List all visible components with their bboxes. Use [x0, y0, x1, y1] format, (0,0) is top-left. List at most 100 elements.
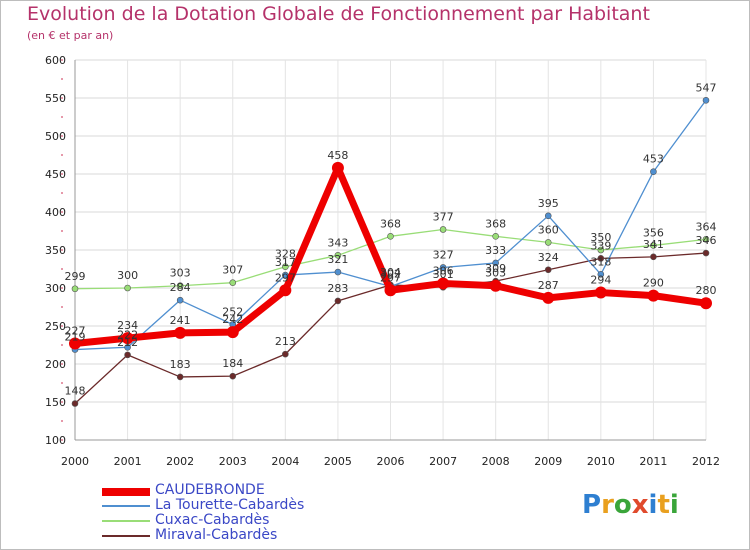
data-point: [492, 259, 499, 267]
x-tick-label: 2005: [324, 455, 352, 468]
data-label: 303: [170, 267, 191, 280]
data-point: [387, 233, 394, 240]
data-point: [650, 253, 657, 261]
x-tick-label: 2009: [534, 455, 562, 468]
x-tick-label: 2001: [114, 455, 142, 468]
logo-letter: t: [657, 490, 670, 520]
data-point: [384, 284, 397, 297]
legend-swatch: [102, 520, 150, 522]
data-label: 297: [275, 271, 296, 284]
data-point: [176, 282, 184, 290]
logo-letter: P: [582, 490, 602, 520]
x-tick-label: 2007: [429, 455, 457, 468]
data-point: [647, 289, 660, 302]
data-label: 300: [117, 269, 138, 282]
data-label: 219: [65, 331, 86, 344]
data-point: [176, 296, 184, 304]
legend-swatch: [102, 488, 150, 496]
data-point: [226, 326, 239, 339]
data-point: [124, 351, 131, 359]
data-label: 302: [380, 267, 401, 280]
data-point: [544, 239, 552, 246]
legend-swatch: [102, 535, 150, 537]
y-tick-label: 500: [45, 130, 66, 143]
data-label: 321: [327, 253, 348, 266]
data-point: [334, 268, 342, 276]
data-point: [702, 236, 710, 243]
y-tick-label: 200: [45, 358, 66, 371]
data-point: [492, 233, 499, 240]
y-tick-label: 300: [45, 282, 66, 295]
data-point: [282, 263, 289, 271]
data-label: 350: [590, 231, 611, 244]
x-tick-label: 2012: [692, 455, 720, 468]
data-point: [71, 400, 79, 407]
y-tick-label: 350: [45, 244, 66, 257]
data-label: 306: [433, 264, 454, 277]
data-point: [439, 264, 447, 271]
data-label: 458: [327, 149, 348, 162]
data-point: [489, 279, 502, 292]
data-label: 395: [538, 197, 559, 210]
y-tick-label: 150: [45, 396, 66, 409]
y-tick-label: 600: [45, 54, 66, 67]
x-tick-label: 2002: [166, 455, 194, 468]
data-point: [334, 297, 342, 305]
data-label: 324: [538, 251, 559, 264]
y-tick-label: 450: [45, 168, 66, 181]
x-tick-label: 2004: [271, 455, 299, 468]
data-point: [597, 271, 605, 278]
legend-label: Cuxac-Cabardès: [155, 512, 270, 528]
data-point: [174, 326, 187, 339]
data-label: 356: [643, 226, 664, 239]
data-point: [71, 285, 79, 293]
data-point: [437, 277, 450, 290]
data-label: 341: [643, 238, 664, 251]
data-label: 148: [65, 385, 86, 398]
data-label: 328: [275, 248, 296, 261]
data-label: 317: [275, 256, 296, 269]
data-label: 252: [222, 305, 243, 318]
x-tick-label: 2003: [219, 455, 247, 468]
data-point: [542, 291, 555, 304]
data-label: 368: [485, 217, 506, 230]
data-point: [702, 96, 710, 104]
legend-label: La Tourette-Cabardès: [155, 497, 305, 513]
data-point: [702, 249, 710, 257]
data-point: [331, 161, 344, 174]
data-label: 212: [117, 336, 138, 349]
data-point: [282, 350, 289, 358]
data-label: 377: [433, 210, 454, 223]
chart-title: Evolution de la Dotation Globale de Fonc…: [27, 3, 650, 25]
data-label: 184: [222, 357, 243, 370]
data-point: [229, 372, 237, 380]
data-point: [650, 168, 657, 176]
data-point: [597, 255, 605, 262]
data-label: 297: [380, 271, 401, 284]
logo-letter: i: [648, 490, 658, 520]
x-tick-label: 2008: [482, 455, 510, 468]
chart-subtitle: (en € et par an): [27, 29, 114, 42]
data-point: [124, 343, 131, 351]
data-label: 241: [170, 314, 191, 327]
data-point: [544, 212, 552, 220]
data-point: [69, 337, 81, 350]
data-point: [597, 246, 605, 254]
legend-label: CAUDEBRONDE: [155, 482, 265, 498]
data-label: 234: [117, 319, 138, 332]
data-label: 368: [380, 217, 401, 230]
x-tick-label: 2006: [377, 455, 405, 468]
data-point: [176, 373, 184, 381]
y-tick-label: 400: [45, 206, 66, 219]
x-tick-label: 2010: [587, 455, 615, 468]
data-label: 280: [696, 284, 717, 297]
data-label: 183: [170, 358, 191, 371]
data-label: 453: [643, 153, 664, 166]
data-label: 333: [485, 244, 506, 257]
data-label: 346: [696, 234, 717, 247]
data-label: 309: [485, 262, 506, 275]
legend-label: Miraval-Cabardès: [155, 527, 278, 543]
logo-letter: x: [631, 490, 649, 520]
data-point: [594, 286, 607, 299]
